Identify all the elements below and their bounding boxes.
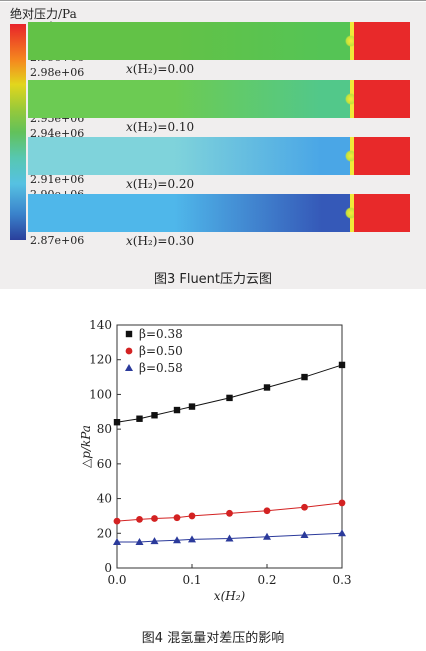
- data-point: [135, 537, 144, 545]
- pressure-field: [28, 194, 354, 232]
- data-point: [173, 514, 181, 522]
- data-point: [188, 403, 196, 410]
- panel-label: x(H₂)=0.20: [126, 177, 195, 191]
- contour-panel: [28, 194, 410, 232]
- data-point: [263, 384, 271, 391]
- legend-label: β=0.38: [139, 327, 183, 341]
- data-point: [301, 503, 308, 511]
- y-tick-label: 140: [89, 318, 112, 332]
- data-point: [151, 412, 158, 419]
- colorbar-tick-label: 2.91e+06: [30, 172, 85, 186]
- y-tick-label: 60: [97, 457, 112, 471]
- orifice-red: [354, 194, 410, 232]
- x-tick-label: 0.2: [257, 573, 276, 587]
- data-point: [226, 509, 233, 517]
- data-point: [136, 516, 143, 523]
- contour-panel: [28, 22, 410, 60]
- data-point: [225, 534, 234, 542]
- data-point: [113, 517, 121, 525]
- x-axis-label: x(H₂): [214, 589, 246, 603]
- data-point: [338, 529, 346, 537]
- colorbar-tick-label: 2.87e+06: [30, 234, 85, 247]
- legend-marker: [125, 347, 133, 355]
- y-tick-label: 120: [89, 353, 112, 367]
- colorbar-tick-label: 2.98e+06: [30, 65, 85, 79]
- orifice-red: [354, 80, 410, 118]
- legend-label: β=0.50: [139, 344, 183, 358]
- colorbar-title: 绝对压力/Pa: [10, 7, 77, 21]
- y-tick-label: 40: [97, 492, 112, 506]
- colorbar-tick-label: 2.94e+06: [30, 127, 85, 140]
- panel-label: x(H₂)=0.30: [126, 234, 195, 248]
- y-tick-label: 80: [97, 422, 112, 436]
- data-point: [173, 406, 181, 414]
- x-tick-label: 0.0: [107, 573, 126, 587]
- contour-panel: [28, 137, 410, 175]
- contour-panel: [28, 80, 410, 118]
- panel-label: x(H₂)=0.10: [126, 120, 195, 134]
- y-axis-label: △p/kPa: [79, 425, 93, 468]
- data-point: [300, 531, 309, 539]
- figure-3-caption: 图3 Fluent压力云图: [153, 272, 273, 287]
- pressure-field: [28, 137, 354, 175]
- pressure-field: [28, 80, 354, 118]
- plot-frame: [116, 324, 343, 569]
- legend-label: β=0.58: [139, 361, 183, 375]
- data-point: [263, 507, 271, 515]
- data-point: [151, 515, 158, 522]
- data-point: [188, 512, 196, 520]
- x-tick-label: 0.3: [332, 573, 351, 587]
- y-tick-label: 20: [97, 526, 112, 540]
- figure-4-caption: 图4 混氢量对差压的影响: [141, 631, 285, 646]
- figure-3: 绝对压力/Pa 3.01e+063.00e+062.99e+062.98e+06…: [0, 2, 426, 289]
- y-tick-label: 0: [104, 561, 112, 575]
- orifice-red: [354, 22, 410, 60]
- panel-label: x(H₂)=0.00: [126, 62, 195, 76]
- data-point: [263, 532, 271, 540]
- data-point: [226, 394, 233, 402]
- top-rule: [0, 0, 426, 1]
- data-point: [113, 419, 121, 426]
- data-point: [338, 361, 346, 369]
- data-point: [113, 537, 121, 545]
- legend-marker: [125, 330, 133, 338]
- data-point: [338, 499, 346, 507]
- data-point: [301, 373, 308, 381]
- data-point: [173, 536, 181, 544]
- data-point: [150, 537, 159, 545]
- y-tick-label: 100: [89, 387, 112, 401]
- x-tick-label: 0.1: [182, 573, 201, 587]
- legend-marker: [125, 364, 133, 371]
- pressure-difference-chart: 0 20 40 60 80 100 120 140 0.0 0.1 0.2 0.3 x(H₂) △p/kP…: [79, 318, 352, 603]
- data-point: [136, 415, 143, 422]
- orifice-red: [354, 137, 410, 175]
- pressure-field: [28, 22, 354, 60]
- colorbar: [10, 24, 26, 240]
- data-point: [188, 535, 196, 543]
